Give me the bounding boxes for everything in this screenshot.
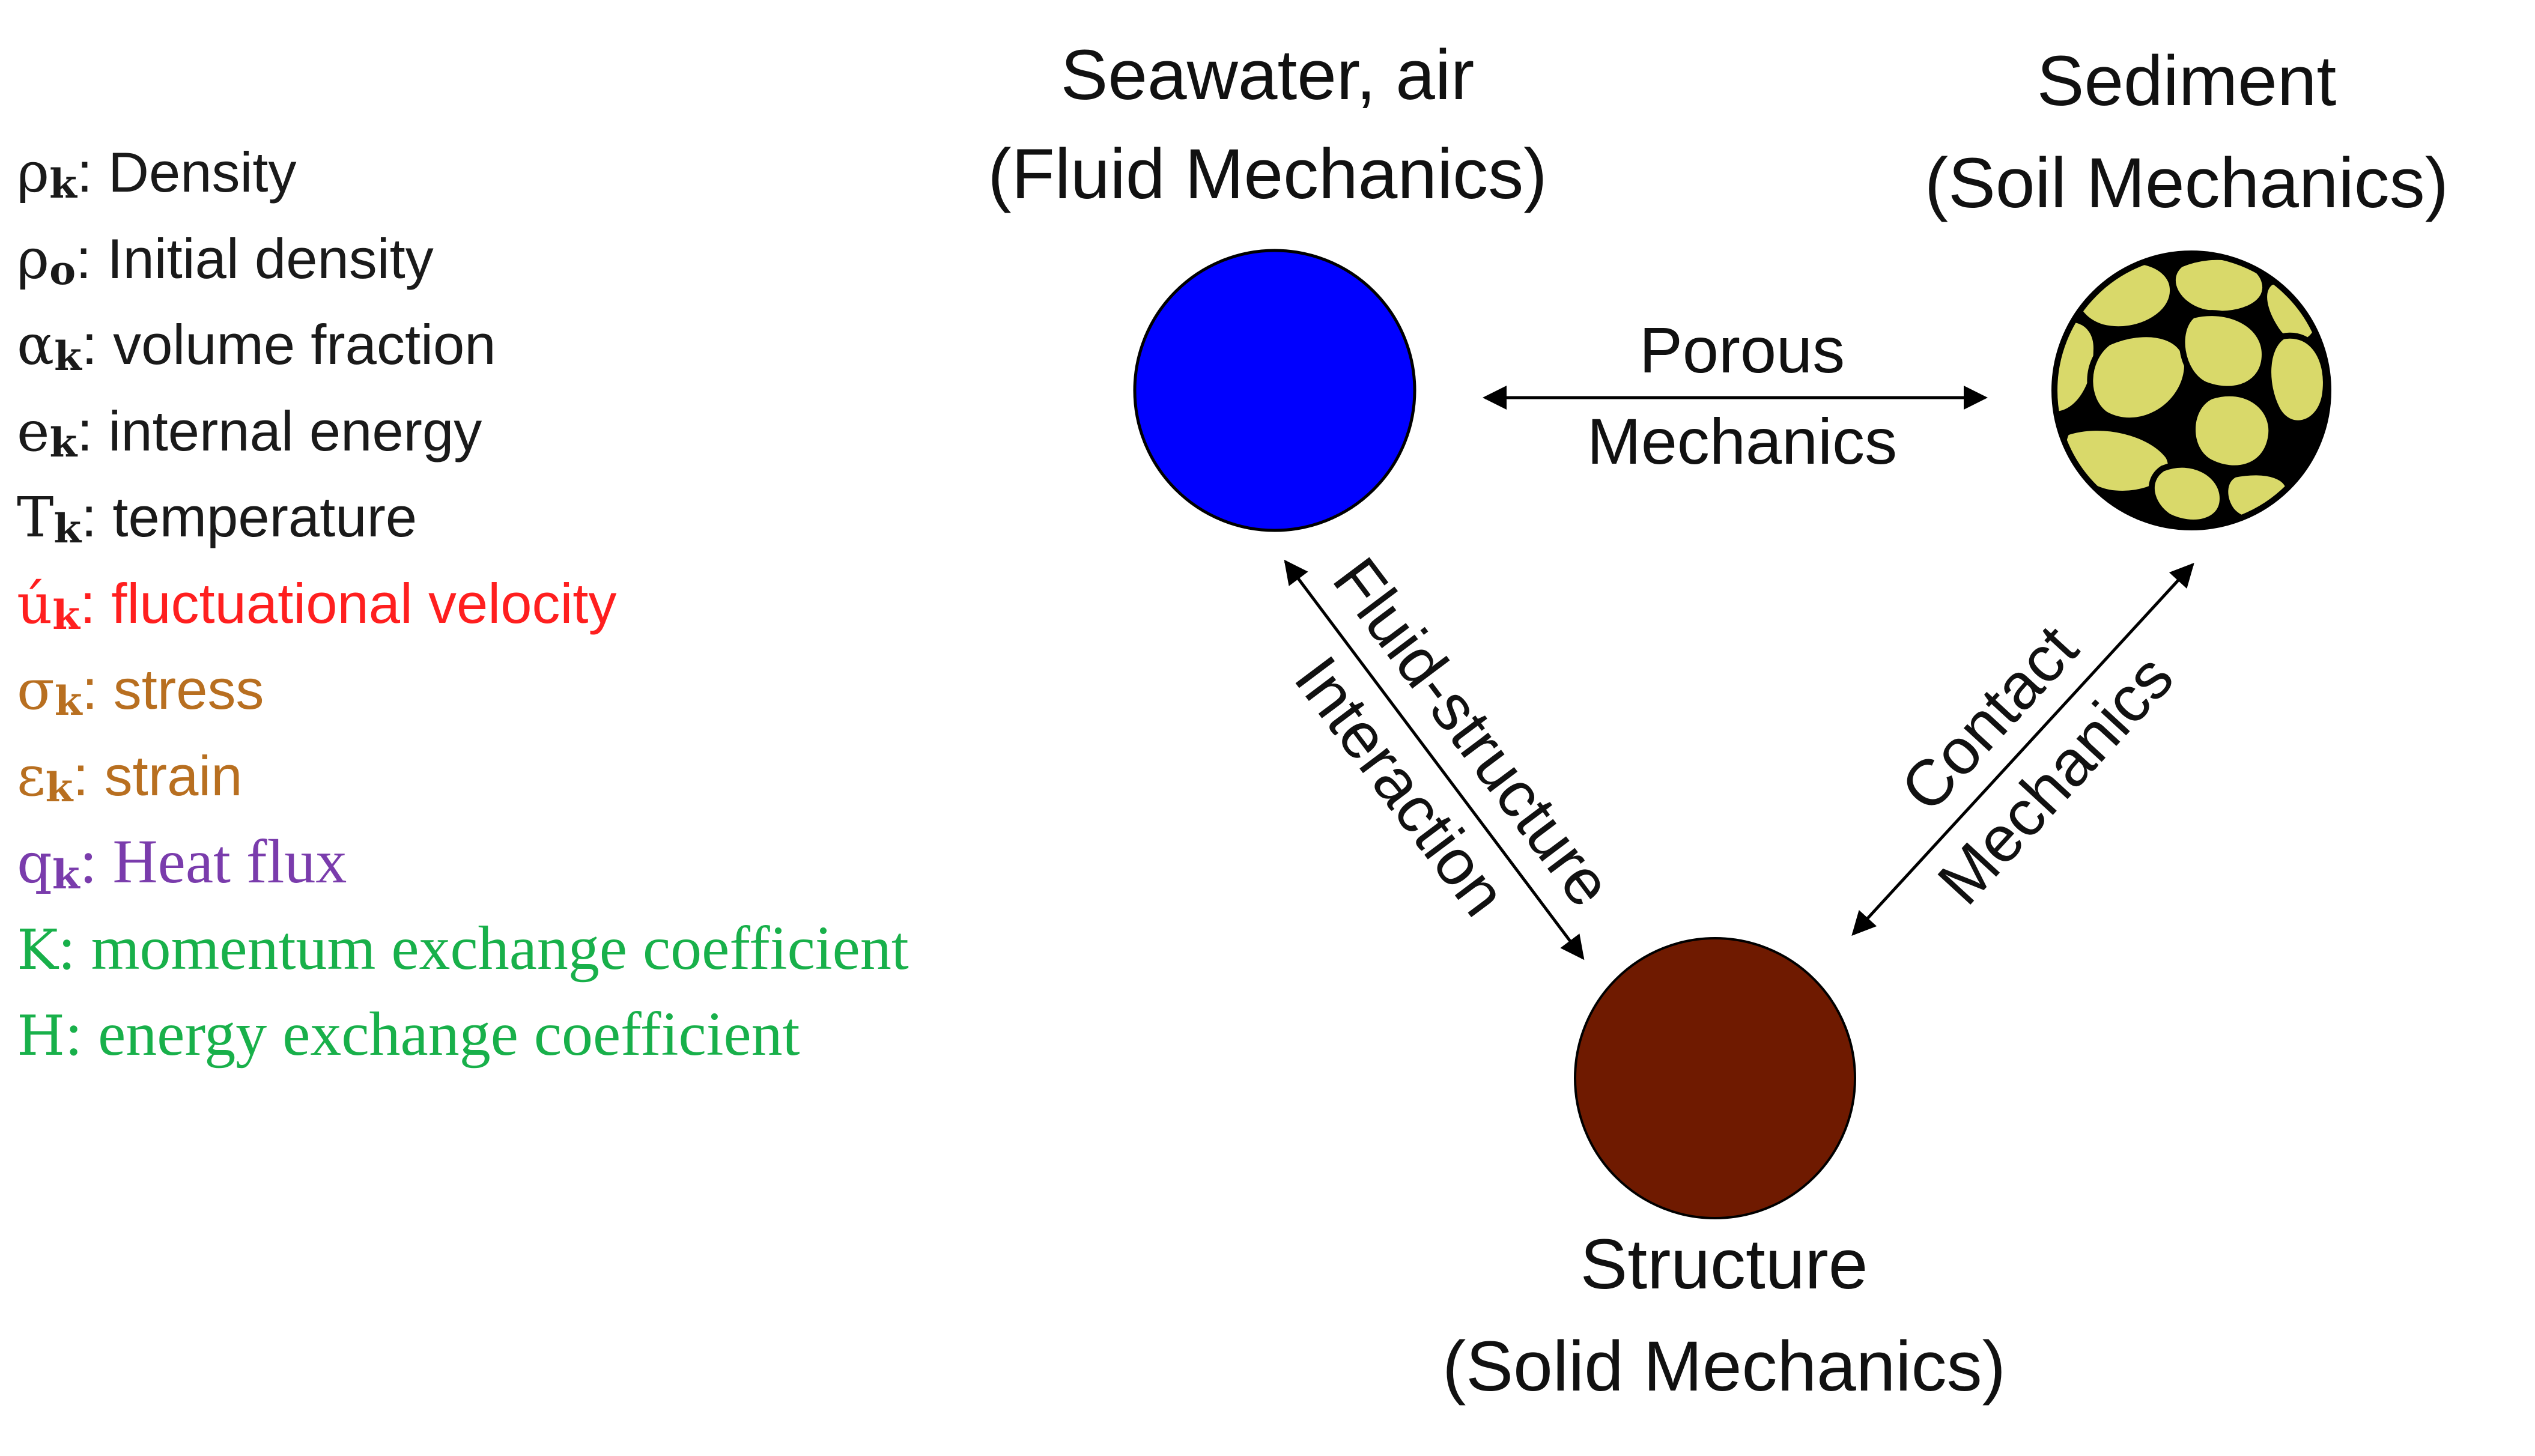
porous-label-1: Porous bbox=[1639, 314, 1845, 386]
legend-symbol: αk bbox=[17, 313, 82, 380]
legend-item: H: energy exchange coefficient bbox=[17, 991, 1218, 1078]
legend-symbol-subscript: k bbox=[53, 505, 82, 552]
legend-symbol-subscript: k bbox=[52, 851, 80, 898]
legend-description: stress bbox=[97, 658, 264, 721]
legend-symbol-base: σ bbox=[17, 658, 55, 722]
legend-description: strain bbox=[88, 744, 243, 807]
legend-symbol-base: α bbox=[17, 313, 55, 377]
legend-separator: : bbox=[82, 658, 98, 721]
legend-description: momentum exchange coefficient bbox=[75, 913, 909, 983]
legend-symbol: Tk bbox=[17, 485, 82, 552]
sediment-grains bbox=[2051, 250, 2331, 530]
legend-symbol: qk bbox=[17, 831, 80, 898]
legend-item: ek: internal energy bbox=[17, 388, 1218, 475]
legend-symbol: εk bbox=[17, 744, 73, 811]
legend-symbol-subscript: k bbox=[49, 160, 77, 207]
legend-symbol-base: ρ bbox=[17, 226, 50, 291]
legend-separator: : bbox=[58, 913, 76, 983]
contact-mechanics-link: Contact Mechanics bbox=[1851, 563, 2194, 936]
legend-symbol: úk bbox=[17, 571, 80, 639]
legend-symbol-subscript: o bbox=[49, 246, 76, 294]
legend-symbol-base: q bbox=[17, 831, 52, 896]
fluid-node-title: Seawater, air bbox=[1061, 35, 1475, 115]
legend-symbol-base: ρ bbox=[17, 141, 50, 205]
legend-item: εk: strain bbox=[17, 733, 1218, 819]
symbol-legend: ρk: Density ρo: Initial density αk: volume… bbox=[17, 129, 1218, 1078]
soil-node-title: Sediment bbox=[2037, 41, 2337, 121]
legend-item: αk: volume fraction bbox=[17, 302, 1218, 388]
legend-item: ρo: Initial density bbox=[17, 216, 1218, 302]
legend-separator: : bbox=[79, 827, 97, 896]
legend-symbol-subscript: k bbox=[45, 763, 73, 811]
legend-symbol-base: H bbox=[17, 1004, 65, 1068]
legend-symbol-subscript: k bbox=[49, 419, 77, 466]
fsi-arrow bbox=[1284, 559, 1585, 960]
legend-symbol: K bbox=[17, 918, 58, 982]
legend-separator: : bbox=[77, 399, 93, 463]
legend-description: Initial density bbox=[91, 226, 434, 290]
legend-separator: : bbox=[80, 571, 96, 635]
legend-description: Heat flux bbox=[97, 827, 347, 896]
fsi-link: Fluid-structure Interaction bbox=[1281, 544, 1627, 960]
soil-node: Sediment (Soil Mechanics) bbox=[1925, 41, 2448, 530]
legend-symbol-base: ú bbox=[17, 571, 53, 636]
legend-symbol-base: K bbox=[17, 917, 58, 982]
fluid-node-subtitle: (Fluid Mechanics) bbox=[988, 135, 1547, 214]
porous-label-2: Mechanics bbox=[1587, 405, 1897, 478]
legend-item: σk: stress bbox=[17, 646, 1218, 733]
soil-node-subtitle: (Soil Mechanics) bbox=[1925, 144, 2448, 223]
legend-description: energy exchange coefficient bbox=[82, 999, 800, 1069]
legend-symbol-base: ε bbox=[17, 744, 46, 808]
porous-mechanics-link: Porous Mechanics bbox=[1483, 314, 1988, 478]
legend-symbol-subscript: k bbox=[54, 678, 82, 724]
legend-symbol-base: T bbox=[17, 485, 54, 550]
legend-symbol-subscript: k bbox=[54, 333, 82, 380]
legend-symbol-subscript: k bbox=[52, 591, 80, 639]
solid-node: Structure (Solid Mechanics) bbox=[1442, 937, 2006, 1406]
legend-description: Density bbox=[92, 141, 297, 204]
legend-separator: : bbox=[81, 313, 97, 376]
legend-item: qk: Heat flux bbox=[17, 819, 1218, 905]
legend-symbol: ρk bbox=[17, 141, 77, 207]
legend-item: ρk: Density bbox=[17, 129, 1218, 216]
legend-separator: : bbox=[73, 744, 89, 807]
legend-symbol-base: e bbox=[17, 399, 50, 464]
solid-node-title: Structure bbox=[1580, 1225, 1868, 1304]
legend-item: K: momentum exchange coefficient bbox=[17, 905, 1218, 992]
legend-description: fluctuational velocity bbox=[96, 571, 617, 635]
fluid-node: Seawater, air (Fluid Mechanics) bbox=[988, 35, 1547, 532]
legend-item: Tk: temperature bbox=[17, 474, 1218, 560]
contact-arrow bbox=[1851, 563, 2194, 936]
legend-separator: : bbox=[65, 999, 83, 1069]
legend-symbol: σk bbox=[17, 658, 82, 724]
legend-symbol: H bbox=[17, 1004, 65, 1068]
legend-separator: : bbox=[76, 141, 93, 204]
legend-symbol: ρo bbox=[17, 226, 76, 294]
legend-description: volume fraction bbox=[97, 313, 496, 376]
solid-node-subtitle: (Solid Mechanics) bbox=[1442, 1327, 2006, 1406]
fluid-circle bbox=[1133, 249, 1416, 532]
legend-separator: : bbox=[81, 485, 97, 548]
legend-description: internal energy bbox=[93, 399, 482, 463]
solid-circle bbox=[1574, 937, 1856, 1219]
legend-item: úk: fluctuational velocity bbox=[17, 560, 1218, 647]
legend-description: temperature bbox=[97, 485, 417, 548]
legend-separator: : bbox=[76, 226, 92, 290]
legend-symbol: ek bbox=[17, 399, 77, 466]
